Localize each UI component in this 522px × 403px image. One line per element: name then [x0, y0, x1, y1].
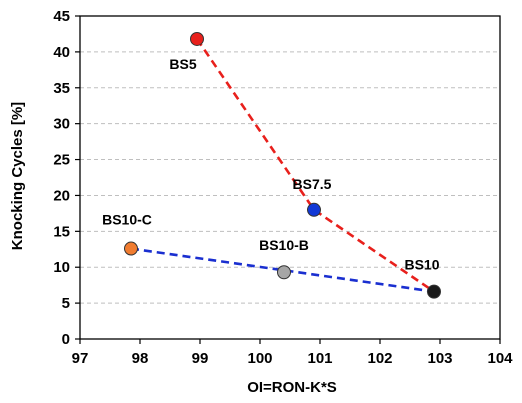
data-points [124, 31, 441, 299]
data-point-bs10 [427, 284, 441, 299]
y-tick-label: 40 [53, 44, 70, 61]
point-labels: BS5 BS7.5 BS10 BS10-C BS10-B [102, 56, 440, 273]
y-tick-label: 0 [62, 331, 70, 348]
y-tick-label: 10 [53, 259, 70, 276]
x-tick-label: 103 [427, 350, 452, 367]
trendlines [130, 38, 435, 293]
y-tick-label: 35 [53, 80, 70, 97]
y-axis-title: Knocking Cycles [%] [9, 102, 26, 250]
x-tick-label: 101 [307, 350, 332, 367]
x-tick-label: 98 [132, 350, 149, 367]
x-tick-label: 99 [192, 350, 209, 367]
x-tick-label: 104 [487, 350, 513, 367]
data-point-bs7-5 [307, 202, 321, 217]
x-tick-label: 102 [367, 350, 392, 367]
x-tick-label: 100 [247, 350, 272, 367]
point-label-bs5: BS5 [169, 56, 196, 72]
y-tick-label: 5 [62, 295, 70, 312]
axes [75, 15, 501, 344]
trendline [195, 38, 435, 293]
y-tick-label: 45 [53, 8, 70, 25]
data-point-bs10-b [277, 265, 291, 280]
point-label-bs10-c: BS10-C [102, 212, 152, 228]
point-label-bs10-b: BS10-B [259, 237, 309, 253]
plot-frame [79, 15, 501, 340]
y-tick-label: 20 [53, 187, 70, 204]
x-axis-title: OI=RON-K*S [247, 379, 337, 396]
y-tick-label: 30 [53, 116, 70, 133]
x-tick-label: 97 [72, 350, 89, 367]
data-point-bs5 [190, 31, 204, 46]
y-tick-label: 15 [53, 223, 70, 240]
y-tick-label: 25 [53, 152, 70, 169]
point-label-bs10: BS10 [404, 257, 439, 273]
tick-labels: 97 98 99 100 101 102 103 104 0 5 10 15 20 25 30 35 40 45 [53, 8, 513, 367]
data-point-bs10-c [124, 241, 138, 256]
point-label-bs7-5: BS7.5 [293, 176, 332, 192]
